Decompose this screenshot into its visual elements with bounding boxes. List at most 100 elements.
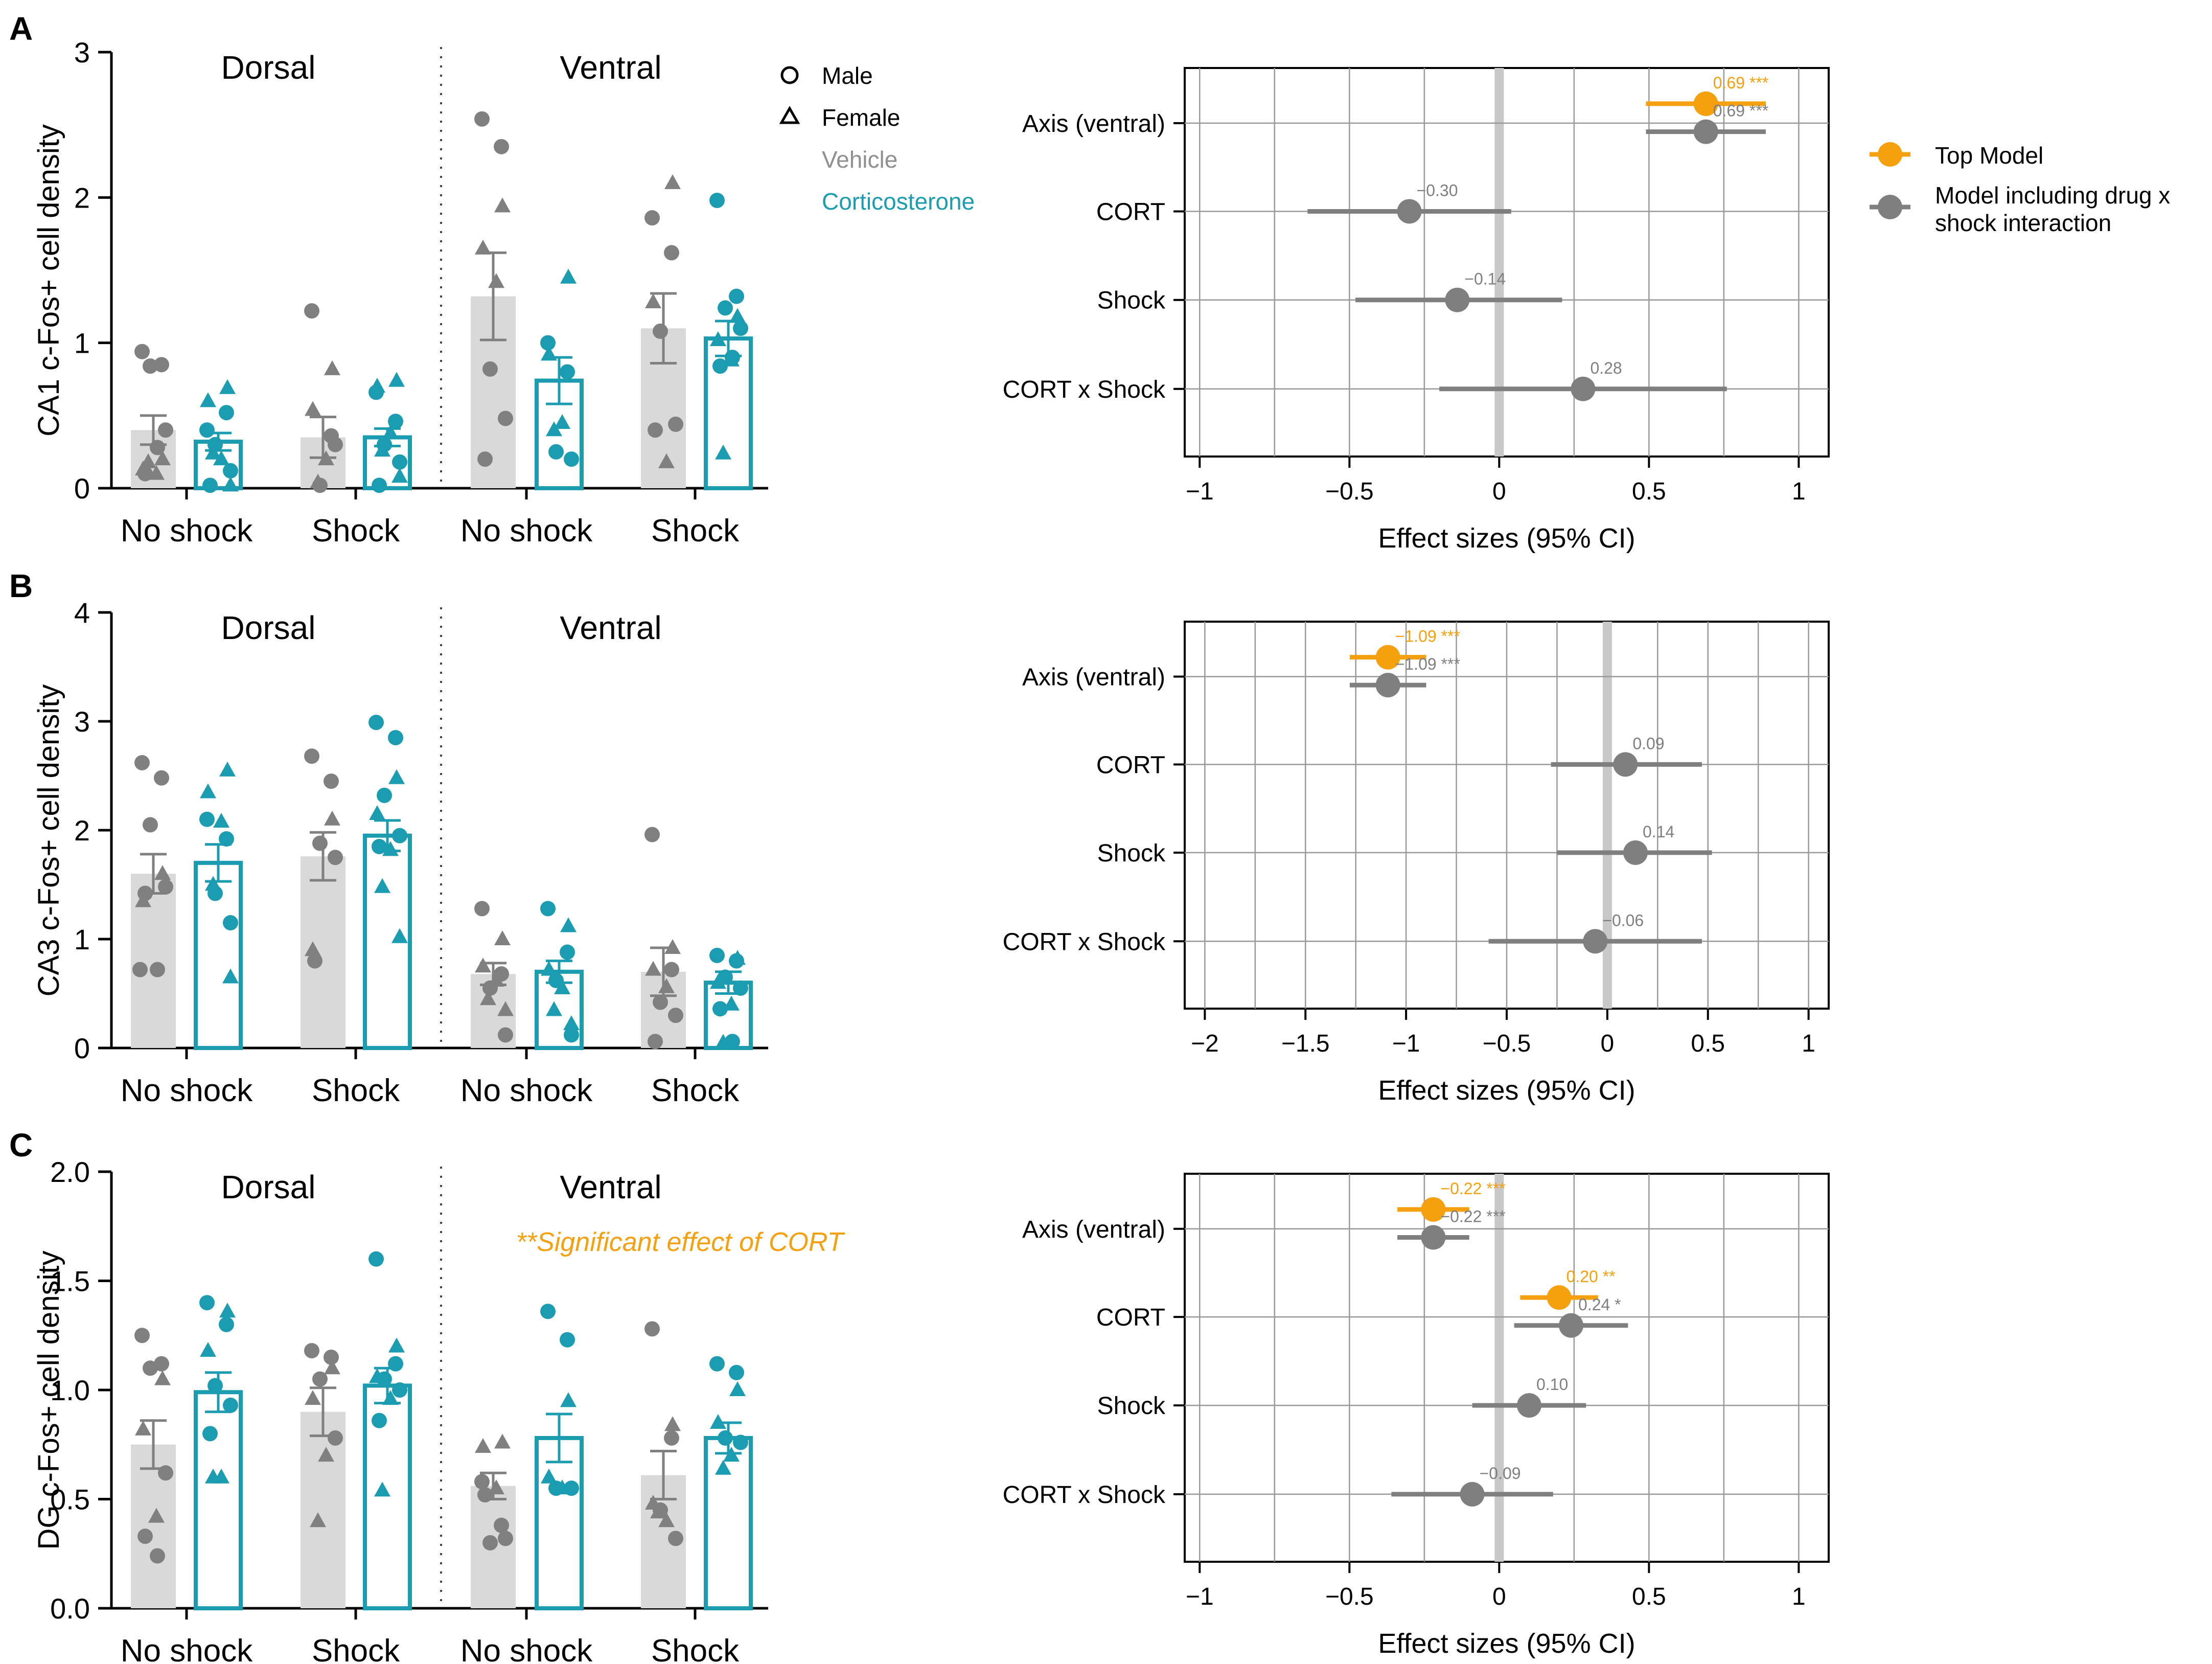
- point-female-dorsal-no-shock-vehicle: [135, 892, 151, 907]
- point-female-ventral-no-shock-corticosterone: [554, 414, 570, 429]
- point-female-ventral-shock-vehicle: [645, 293, 661, 309]
- point-male-dorsal-shock-corticosterone: [392, 1382, 407, 1398]
- point-male-dorsal-shock-vehicle: [304, 1343, 319, 1359]
- section-title-dorsal: Dorsal: [221, 1169, 316, 1205]
- estimate-axis-ventral-top: [1693, 91, 1718, 116]
- point-female-ventral-no-shock-vehicle: [475, 239, 491, 255]
- x-tick-label: 0.5: [1632, 478, 1666, 505]
- x-tick-label: 0.5: [1691, 1030, 1725, 1057]
- point-female-dorsal-no-shock-vehicle: [140, 453, 156, 468]
- point-male-dorsal-no-shock-vehicle: [158, 879, 173, 895]
- section-title-dorsal: Dorsal: [221, 49, 316, 86]
- point-female-dorsal-shock-corticosterone: [369, 1368, 385, 1383]
- y-tick-label: 0.5: [50, 1484, 90, 1516]
- x-tick-label: −1.5: [1281, 1030, 1330, 1057]
- point-male-dorsal-shock-corticosterone: [368, 715, 384, 731]
- point-male-ventral-shock-vehicle: [668, 1008, 683, 1023]
- point-female-ventral-shock-corticosterone: [729, 308, 746, 323]
- point-female-ventral-no-shock-corticosterone: [563, 1015, 580, 1031]
- point-male-ventral-shock-corticosterone: [729, 1364, 744, 1380]
- point-female-ventral-no-shock-corticosterone: [546, 421, 562, 437]
- point-male-dorsal-no-shock-vehicle: [158, 422, 173, 438]
- point-female-ventral-no-shock-corticosterone: [560, 268, 577, 284]
- legend-interaction-label-2: shock interaction: [1935, 210, 2111, 236]
- point-female-ventral-shock-vehicle: [664, 939, 681, 954]
- point-female-dorsal-shock-corticosterone: [369, 377, 385, 393]
- term-label-cort: CORT: [1096, 751, 1165, 779]
- legend-top-model-marker: [1878, 142, 1902, 167]
- point-female-ventral-no-shock-corticosterone: [541, 961, 557, 976]
- point-female-dorsal-no-shock-corticosterone: [222, 476, 239, 492]
- point-female-ventral-no-shock-corticosterone: [560, 1392, 577, 1407]
- point-female-dorsal-shock-vehicle: [305, 1390, 321, 1405]
- point-male-ventral-shock-vehicle: [644, 210, 660, 226]
- estimate-cort-x-shock-interaction: [1571, 376, 1596, 401]
- point-female-dorsal-shock-corticosterone: [388, 1337, 405, 1353]
- point-male-ventral-shock-vehicle: [644, 827, 660, 842]
- estimate-shock-interaction: [1516, 1393, 1541, 1418]
- estimate-label-shock-interaction: 0.10: [1536, 1375, 1568, 1394]
- point-male-dorsal-shock-corticosterone: [368, 1251, 384, 1267]
- term-label-cort-x-shock: CORT x Shock: [1003, 376, 1166, 403]
- x-tick-label: 1: [1792, 1583, 1806, 1610]
- point-male-dorsal-shock-vehicle: [328, 850, 343, 865]
- estimate-axis-ventral-top: [1375, 645, 1400, 670]
- x-tick-label: 1: [1802, 1030, 1815, 1057]
- y-axis-label: DG c-Fos+ cell density: [32, 1250, 65, 1549]
- point-female-ventral-shock-vehicle: [664, 1416, 681, 1431]
- term-label-cort-x-shock: CORT x Shock: [1003, 1481, 1166, 1509]
- point-male-ventral-no-shock-vehicle: [474, 111, 490, 127]
- point-female-dorsal-shock-corticosterone: [391, 468, 408, 483]
- bar-ventral-no-shock-corticosterone: [535, 1435, 584, 1610]
- point-male-ventral-shock-vehicle: [664, 1430, 679, 1446]
- x-tick-label: 0.5: [1632, 1583, 1666, 1610]
- point-female-ventral-no-shock-vehicle: [480, 990, 496, 1006]
- point-male-dorsal-no-shock-corticosterone: [202, 477, 218, 493]
- point-male-ventral-shock-vehicle: [653, 994, 668, 1010]
- point-male-dorsal-no-shock-corticosterone: [219, 1316, 234, 1332]
- point-male-ventral-shock-corticosterone: [709, 1356, 725, 1372]
- point-female-dorsal-no-shock-vehicle: [154, 865, 171, 880]
- estimate-shock-interaction: [1623, 840, 1648, 865]
- point-male-ventral-no-shock-vehicle: [482, 361, 498, 377]
- point-male-dorsal-shock-corticosterone: [377, 787, 392, 803]
- legend-top-model-label: Top Model: [1935, 142, 2043, 169]
- point-female-ventral-no-shock-corticosterone: [554, 1479, 570, 1495]
- estimate-axis-ventral-interaction: [1421, 1225, 1446, 1250]
- point-male-ventral-no-shock-corticosterone: [564, 451, 579, 467]
- legend-interaction-label-1: Model including drug x: [1935, 182, 2170, 209]
- point-male-dorsal-no-shock-corticosterone: [219, 405, 234, 421]
- point-male-ventral-shock-vehicle: [668, 1531, 683, 1546]
- point-female-dorsal-shock-corticosterone: [374, 1481, 390, 1497]
- point-male-dorsal-no-shock-corticosterone: [223, 915, 238, 931]
- point-male-dorsal-no-shock-vehicle: [158, 1465, 173, 1481]
- bar-ventral-shock-corticosterone: [704, 1435, 753, 1610]
- point-female-dorsal-no-shock-corticosterone: [213, 812, 229, 828]
- point-male-ventral-shock-corticosterone: [733, 321, 748, 336]
- estimate-axis-ventral-top: [1421, 1197, 1446, 1222]
- point-male-ventral-no-shock-corticosterone: [540, 1304, 556, 1319]
- point-male-dorsal-shock-vehicle: [304, 748, 319, 764]
- point-female-ventral-no-shock-vehicle: [494, 930, 511, 945]
- estimate-cort-interaction: [1397, 199, 1422, 224]
- point-female-dorsal-shock-corticosterone: [382, 841, 399, 856]
- point-female-ventral-no-shock-vehicle: [494, 1433, 511, 1449]
- bar-legend: Male Female Vehicle Corticosterone: [779, 62, 975, 215]
- point-male-ventral-shock-vehicle: [664, 245, 679, 261]
- x-tick-label: 0: [1492, 1583, 1506, 1610]
- point-female-dorsal-shock-vehicle: [305, 401, 321, 416]
- point-male-dorsal-shock-corticosterone: [388, 414, 403, 429]
- x-tick-label: No shock: [121, 1633, 253, 1664]
- point-male-dorsal-no-shock-corticosterone: [202, 1426, 218, 1442]
- section-title-ventral: Ventral: [560, 1169, 661, 1205]
- plot-frame: [1184, 1173, 1830, 1563]
- point-male-ventral-shock-vehicle: [653, 323, 668, 339]
- point-female-dorsal-no-shock-vehicle: [148, 1508, 165, 1523]
- point-female-ventral-shock-corticosterone: [715, 444, 731, 460]
- point-male-dorsal-shock-corticosterone: [372, 838, 387, 854]
- point-male-dorsal-no-shock-vehicle: [154, 770, 169, 786]
- point-female-ventral-no-shock-vehicle: [475, 1438, 491, 1453]
- point-female-ventral-shock-corticosterone: [723, 351, 740, 367]
- x-tick-label: −0.5: [1325, 478, 1374, 505]
- x-tick-label: Shock: [312, 1633, 400, 1664]
